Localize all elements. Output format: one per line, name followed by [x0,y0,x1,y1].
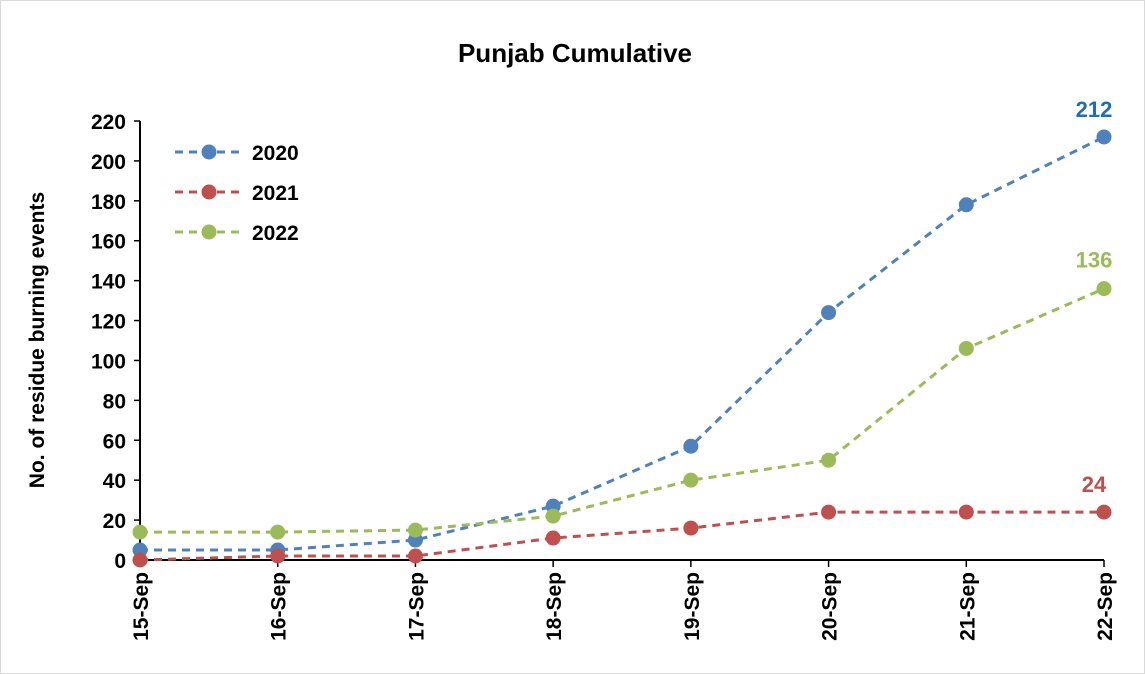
y-tick-label: 160 [91,231,126,254]
y-tick-label: 0 [114,550,126,573]
data-point [545,508,561,524]
x-tick-label: 20-Sep [819,572,842,641]
series-2022 [132,281,1112,540]
series-2021 [132,504,1112,568]
data-point [821,504,837,520]
chart-title: Punjab Cumulative [458,38,692,68]
legend-label: 2021 [252,182,299,205]
legend-label: 2020 [252,142,299,165]
x-tick-label: 17-Sep [405,572,428,641]
y-tick-label: 120 [91,311,126,334]
data-point [821,452,837,468]
data-point [821,305,837,321]
y-tick-label: 220 [91,111,126,134]
y-tick-label: 40 [103,470,126,493]
end-labels: 212 24 136 [1076,97,1113,497]
x-tick-label: 16-Sep [268,572,291,641]
data-point [132,552,148,568]
y-tick-label: 80 [103,390,126,413]
y-axis-label: No. of residue burning events [26,192,49,488]
data-label-2021: 24 [1082,472,1107,497]
data-point [132,524,148,540]
x-tick-label: 19-Sep [681,572,704,641]
series-line-2022 [140,287,1105,534]
legend-item-2020: 2020 [175,142,299,165]
data-point [958,340,974,356]
legend-label: 2022 [252,222,299,245]
x-tick-label: 21-Sep [956,572,979,641]
x-ticks: 15-Sep 16-Sep 17-Sep 18-Sep 19-Sep 20-Sep 21-S… [130,560,1117,641]
data-point [270,548,286,564]
legend: 2020 2021 2022 [175,142,299,245]
series-line-2021 [139,510,1104,562]
series-line-2020 [140,135,1105,552]
series-layer [132,129,1112,568]
x-tick-label: 22-Sep [1094,572,1117,641]
y-tick-label: 60 [103,430,126,453]
data-point [1096,129,1112,145]
legend-marker [201,224,217,240]
data-point [958,504,974,520]
data-label-2020: 212 [1076,97,1113,122]
x-tick-label: 15-Sep [130,572,153,641]
data-point [270,524,286,540]
y-ticks: 0 20 40 60 80 100 120 140 160 180 200 220 [91,111,140,573]
y-tick-label: 180 [91,191,126,214]
data-point [407,548,423,564]
data-point [545,530,561,546]
legend-marker [201,144,217,160]
data-point [683,520,699,536]
y-tick-label: 20 [103,510,126,533]
legend-item-2022: 2022 [175,222,299,245]
data-point [1096,281,1112,297]
y-tick-label: 140 [91,271,126,294]
legend-marker [201,184,217,200]
y-tick-label: 200 [91,151,126,174]
data-point [683,472,699,488]
y-tick-label: 100 [91,350,126,373]
axes [139,121,1104,561]
data-point [683,438,699,454]
data-point [1096,504,1112,520]
data-label-2022: 136 [1076,248,1113,273]
data-point [958,197,974,213]
legend-item-2021: 2021 [175,182,299,205]
x-tick-label: 18-Sep [543,572,566,641]
data-point [407,522,423,538]
